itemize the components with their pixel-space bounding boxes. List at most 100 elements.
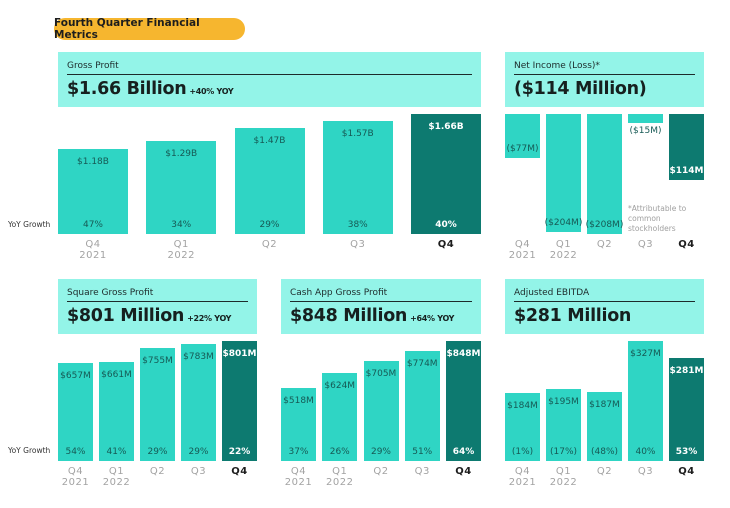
bar-value-label: ($77M) — [506, 144, 539, 155]
yoy-growth-value: 51% — [412, 447, 433, 457]
quarter-label: Q2 — [577, 239, 632, 250]
bar: ($114M) — [665, 114, 708, 180]
year: 2022 — [167, 250, 195, 261]
year: 2021 — [508, 477, 537, 488]
bar-column: $801M 22% Q4 — [222, 341, 257, 477]
year: 2022 — [326, 477, 354, 488]
square-gross-profit-chart: Square Gross Profit $801 Million +22% YOY… — [58, 279, 257, 489]
adjusted-ebitda-chart: Adjusted EBITDA $281 Million $184M (1%) Q4 2… — [505, 279, 704, 489]
bar-value-label: $281M — [669, 365, 704, 376]
year: 2021 — [284, 477, 313, 488]
metric-header: Net Income (Loss)* ($114 Million) — [505, 52, 704, 107]
quarter-label: Q2 — [130, 466, 185, 477]
bar: $755M 29% — [140, 347, 175, 461]
bar-column: $184M (1%) Q4 2021 — [505, 341, 540, 488]
bar: $783M 29% — [181, 343, 216, 461]
bar: $184M (1%) — [505, 393, 540, 461]
quarter: Q2 — [149, 466, 166, 477]
bar-value-label: $195M — [548, 397, 579, 408]
quarter: Q4 — [231, 466, 248, 477]
bar-column: ($114M) Q4 — [665, 114, 708, 250]
quarter: Q3 — [190, 466, 207, 477]
bar-column: $1.18B 47% Q4 2021 — [58, 114, 128, 261]
bar: $705M 29% — [363, 361, 399, 461]
quarter: Q3 — [350, 239, 366, 250]
bar-column: ($208M) Q2 — [586, 114, 623, 250]
quarter-label: Q4 — [436, 466, 491, 477]
metric-title: Cash App Gross Profit — [290, 288, 388, 298]
bar-value-label: $774M — [406, 359, 438, 370]
bar-column: $1.57B 38% Q3 — [322, 114, 393, 250]
bar: $661M 41% — [99, 361, 134, 461]
bar: $1.57B 38% — [322, 120, 393, 234]
bar: ($204M) — [545, 114, 582, 232]
yoy-growth-value: 41% — [106, 447, 127, 457]
yoy-growth-value: 29% — [188, 447, 209, 457]
yoy-growth-value: (48%) — [590, 447, 619, 457]
bar-value-label: $624M — [324, 380, 356, 391]
bar-column: $661M 41% Q1 2022 — [99, 341, 134, 488]
bar-area: $1.18B 47% Q4 2021 $1.29B 34% Q1 2022 $1.47B 29% Q… — [58, 114, 481, 261]
bar-column: $848M 64% Q4 — [446, 341, 481, 477]
quarter: Q4 — [678, 466, 695, 477]
quarter-label: Q4 2021 — [495, 239, 550, 261]
header-divider — [290, 301, 472, 302]
bar-column: $705M 29% Q2 — [363, 341, 399, 477]
bar: $518M 37% — [281, 387, 316, 461]
yoy-growth-label: YoY Growth — [8, 220, 51, 229]
headline-value: $281 Million — [514, 306, 632, 326]
headline-change: +64% YOY — [410, 314, 455, 323]
quarter: Q1 — [555, 466, 572, 477]
yoy-growth-value: 38% — [347, 220, 368, 230]
headline-change: +22% YOY — [187, 314, 232, 323]
metric-header: Gross Profit $1.66 Billion +40% YOY — [58, 52, 481, 107]
year: 2022 — [549, 477, 578, 488]
yoy-growth-label: YoY Growth — [8, 446, 51, 455]
quarter: Q4 — [678, 239, 695, 250]
quarter: Q4 — [514, 239, 531, 250]
bar: $801M 22% — [222, 341, 257, 461]
bar-area: $184M (1%) Q4 2021 $195M (17%) Q1 2022 $187M (48%… — [505, 341, 704, 488]
yoy-growth-value: 64% — [452, 447, 475, 457]
quarter: Q4 — [85, 239, 101, 250]
bar: $774M 51% — [404, 351, 440, 461]
quarter-label: Q3 — [395, 466, 450, 477]
bar: $187M (48%) — [587, 392, 622, 461]
metric-header: Cash App Gross Profit $848 Million +64% Y… — [281, 279, 481, 334]
quarter-label: Q4 2021 — [48, 466, 103, 488]
bar-value-label: ($208M) — [585, 220, 624, 230]
yoy-growth-value: 29% — [147, 447, 168, 457]
headline-value: $848 Million — [290, 306, 408, 326]
cash-app-gross-profit-chart: Cash App Gross Profit $848 Million +64% Y… — [281, 279, 481, 489]
bar: $1.66B 40% — [411, 114, 481, 234]
header-divider — [514, 74, 695, 75]
yoy-growth-value: 22% — [228, 447, 251, 457]
bar-value-label: $1.47B — [253, 135, 286, 146]
yoy-growth-value: (17%) — [549, 447, 578, 457]
quarter: Q4 — [67, 466, 84, 477]
bar-area: ($77M) Q4 2021 ($204M) Q1 2022 ($208M) Q2 ($15M)… — [505, 114, 708, 261]
header-divider — [514, 301, 695, 302]
quarter-label: Q3 — [618, 239, 673, 250]
metric-headline: $281 Million — [514, 306, 634, 326]
metric-headline: $1.66 Billion +40% YOY — [67, 79, 234, 99]
bar-column: $518M 37% Q4 2021 — [281, 341, 316, 488]
bar-value-label: $327M — [630, 349, 661, 359]
quarter-label: Q1 2022 — [536, 466, 591, 488]
bar: $624M 26% — [322, 372, 358, 461]
bar-value-label: $755M — [142, 355, 173, 366]
yoy-growth-value: 29% — [259, 220, 280, 230]
bar-column: $624M 26% Q1 2022 — [322, 341, 358, 488]
quarter-label: Q3 — [313, 239, 403, 250]
bar: $1.18B 47% — [58, 148, 128, 234]
quarter: Q4 — [290, 466, 307, 477]
quarter: Q1 — [108, 466, 125, 477]
bar-value-label: $187M — [589, 400, 620, 411]
bar-column: $327M 40% Q3 — [628, 341, 663, 477]
bar-value-label: $1.18B — [77, 156, 109, 167]
quarter-label: Q4 — [401, 239, 491, 250]
bar-value-label: $518M — [283, 395, 314, 406]
metric-header: Adjusted EBITDA $281 Million — [505, 279, 704, 334]
yoy-growth-value: 40% — [635, 447, 656, 457]
yoy-growth-value: 37% — [288, 447, 309, 457]
